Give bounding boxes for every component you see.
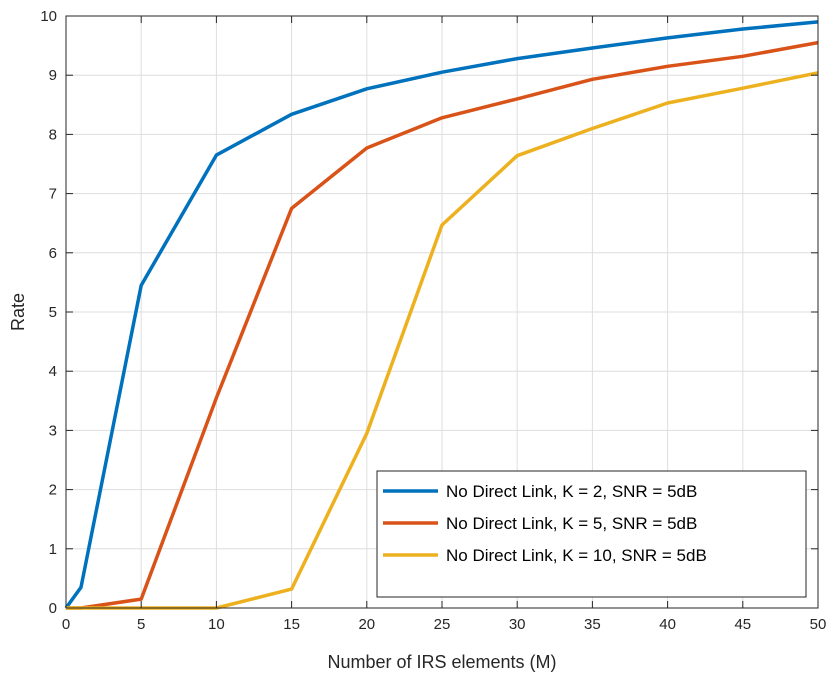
y-tick-label: 1 [49, 541, 57, 558]
x-tick-label: 30 [509, 616, 526, 633]
x-tick-label: 35 [584, 616, 601, 633]
y-tick-label: 6 [49, 245, 57, 262]
legend-box [376, 470, 807, 598]
x-tick-label: 20 [358, 616, 375, 633]
x-tick-label: 5 [137, 616, 145, 633]
y-tick-label: 0 [49, 600, 57, 617]
series-line-1 [64, 20, 819, 610]
y-tick-label: 2 [49, 482, 57, 499]
y-axis-label: Rate [8, 293, 28, 331]
y-tick-label: 10 [40, 8, 57, 25]
y-tick-label: 4 [49, 363, 57, 380]
x-tick-label: 45 [734, 616, 751, 633]
y-tick-label: 3 [49, 422, 57, 439]
x-axis-label: Number of IRS elements (M) [327, 652, 556, 672]
y-tick-label: 9 [49, 67, 57, 84]
x-tick-label: 40 [659, 616, 676, 633]
legend-label-3: No Direct Link, K = 10, SNR = 5dB [446, 546, 707, 565]
y-tick-label: 7 [49, 186, 57, 203]
y-tick-labels: 0 1 2 3 4 5 6 7 8 9 10 [40, 8, 57, 617]
x-tick-labels: 0 5 10 15 20 25 30 35 40 45 50 [62, 616, 827, 633]
axis-ticks [65, 15, 819, 609]
series-line-2 [66, 40, 819, 610]
legend: No Direct Link, K = 2, SNR = 5dB No Direc… [376, 470, 807, 598]
x-tick-label: 10 [208, 616, 225, 633]
legend-label-2: No Direct Link, K = 5, SNR = 5dB [446, 514, 697, 533]
x-tick-label: 0 [62, 616, 70, 633]
x-tick-label: 15 [283, 616, 300, 633]
y-tick-label: 8 [49, 126, 57, 143]
y-tick-label: 5 [49, 304, 57, 321]
x-tick-label: 25 [434, 616, 451, 633]
legend-label-1: No Direct Link, K = 2, SNR = 5dB [446, 482, 697, 501]
x-tick-label: 50 [810, 616, 827, 633]
